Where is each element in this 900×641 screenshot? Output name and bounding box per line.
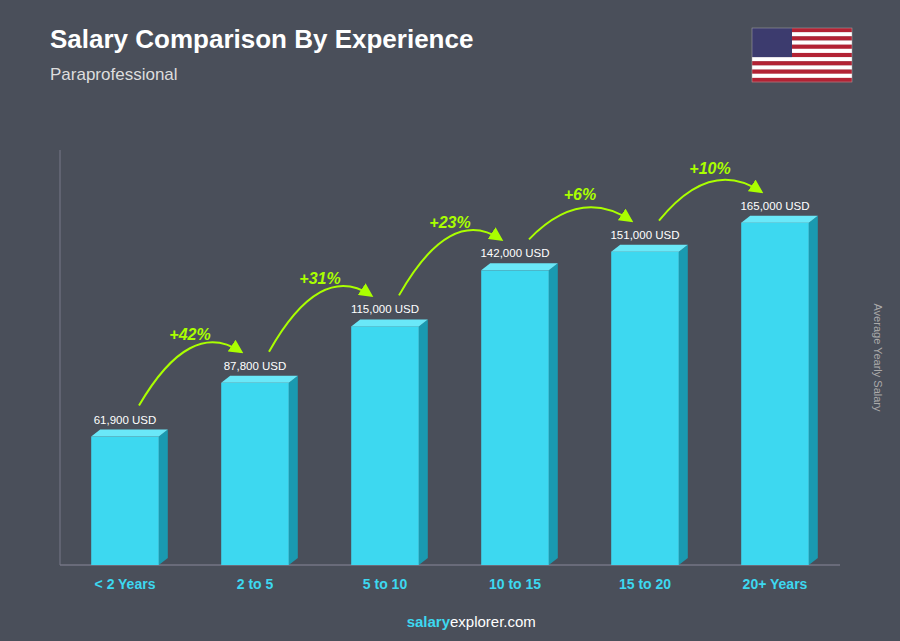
bar-side bbox=[419, 319, 428, 565]
growth-arrow bbox=[659, 180, 761, 221]
flag bbox=[752, 28, 852, 82]
y-axis-line bbox=[60, 150, 61, 565]
x-tick-label: 10 to 15 bbox=[489, 576, 541, 592]
bar-top bbox=[351, 319, 428, 326]
background bbox=[0, 0, 900, 641]
growth-arrow bbox=[529, 207, 631, 239]
bar bbox=[741, 223, 809, 565]
value-label: 61,900 USD bbox=[94, 414, 157, 426]
flag-border bbox=[752, 28, 852, 82]
bar-side bbox=[809, 216, 818, 565]
value-label: 165,000 USD bbox=[740, 200, 809, 212]
bar bbox=[351, 326, 419, 565]
value-label: 87,800 USD bbox=[224, 360, 287, 372]
growth-arrows bbox=[139, 180, 761, 406]
bar-side bbox=[159, 430, 168, 565]
chart-svg: Salary Comparison By Experience Paraprofe… bbox=[0, 0, 900, 641]
flag-canton bbox=[752, 28, 792, 57]
bar bbox=[221, 383, 289, 565]
flag-stripe bbox=[752, 74, 852, 78]
bar-group bbox=[741, 216, 818, 565]
bar-side bbox=[289, 376, 298, 565]
x-tick-label: 20+ Years bbox=[743, 576, 808, 592]
bar-top bbox=[221, 376, 298, 383]
x-axis-line bbox=[60, 565, 840, 566]
bar-side bbox=[679, 245, 688, 565]
growth-arrow bbox=[399, 230, 501, 295]
flag-stripe bbox=[752, 78, 852, 82]
growth-label: +42% bbox=[169, 326, 210, 343]
growth-arrow bbox=[139, 342, 241, 405]
x-tick-label: 5 to 10 bbox=[363, 576, 408, 592]
flag-stripe bbox=[752, 57, 852, 61]
bar-top bbox=[611, 245, 688, 252]
growth-label: +10% bbox=[689, 160, 730, 177]
flag-stripe bbox=[752, 70, 852, 74]
growth-label: +31% bbox=[299, 270, 340, 287]
y-axis-label: Average Yearly Salary bbox=[872, 303, 884, 412]
x-tick-label: 15 to 20 bbox=[619, 576, 671, 592]
value-label: 115,000 USD bbox=[351, 303, 419, 315]
bar-side bbox=[549, 263, 558, 565]
value-label: 142,000 USD bbox=[480, 247, 549, 259]
bars bbox=[91, 216, 818, 565]
chart-container: Salary Comparison By Experience Paraprofe… bbox=[0, 0, 900, 641]
value-label: 151,000 USD bbox=[610, 229, 679, 241]
bar-group bbox=[221, 376, 298, 565]
bar-top bbox=[91, 430, 168, 437]
bar-group bbox=[91, 430, 168, 565]
flag-stripe bbox=[752, 61, 852, 65]
bar-group bbox=[611, 245, 688, 565]
x-tick-label: < 2 Years bbox=[95, 576, 156, 592]
bar bbox=[481, 270, 549, 565]
bar-top bbox=[741, 216, 818, 223]
bar-group bbox=[481, 263, 558, 565]
growth-arrow bbox=[269, 286, 371, 352]
x-tick-label: 2 to 5 bbox=[237, 576, 274, 592]
growth-label: +23% bbox=[429, 214, 470, 231]
bar bbox=[611, 252, 679, 565]
bar bbox=[91, 437, 159, 565]
title: Salary Comparison By Experience bbox=[50, 24, 473, 54]
footer-brand: salary bbox=[407, 613, 451, 630]
growth-label: +6% bbox=[564, 186, 596, 203]
footer-domain: explorer.com bbox=[450, 613, 536, 630]
flag-stripe bbox=[752, 65, 852, 69]
bar-top bbox=[481, 263, 558, 270]
subtitle: Paraprofessional bbox=[50, 65, 178, 84]
bar-group bbox=[351, 319, 428, 565]
